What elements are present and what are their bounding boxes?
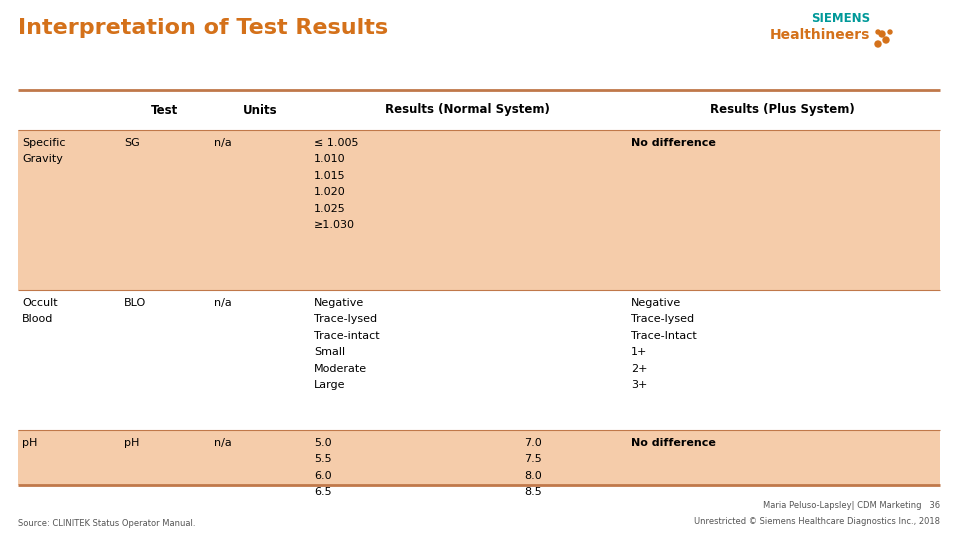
Text: SG: SG bbox=[124, 138, 140, 148]
Text: Occult
Blood: Occult Blood bbox=[22, 298, 57, 325]
Text: SIEMENS: SIEMENS bbox=[810, 12, 870, 25]
Text: Unrestricted © Siemens Healthcare Diagnostics Inc., 2018: Unrestricted © Siemens Healthcare Diagno… bbox=[694, 517, 940, 526]
Circle shape bbox=[888, 30, 892, 34]
Circle shape bbox=[876, 30, 880, 34]
Text: n/a: n/a bbox=[214, 138, 232, 148]
Text: Healthineers: Healthineers bbox=[769, 28, 870, 42]
Text: Maria Peluso-Lapsley| CDM Marketing   36: Maria Peluso-Lapsley| CDM Marketing 36 bbox=[763, 501, 940, 510]
Text: pH: pH bbox=[124, 438, 139, 448]
Text: Negative
Trace-lysed
Trace-Intact
1+
2+
3+: Negative Trace-lysed Trace-Intact 1+ 2+ … bbox=[631, 298, 696, 390]
Bar bbox=[18, 430, 940, 485]
Circle shape bbox=[875, 41, 881, 47]
Text: Units: Units bbox=[242, 104, 277, 117]
Text: ≤ 1.005
1.010
1.015
1.020
1.025
≥1.030: ≤ 1.005 1.010 1.015 1.020 1.025 ≥1.030 bbox=[314, 138, 358, 230]
Text: Test: Test bbox=[151, 104, 178, 117]
Text: n/a: n/a bbox=[214, 298, 232, 308]
Text: Negative
Trace-lysed
Trace-intact
Small
Moderate
Large: Negative Trace-lysed Trace-intact Small … bbox=[314, 298, 379, 390]
Text: Results (Normal System): Results (Normal System) bbox=[385, 104, 550, 117]
Text: No difference: No difference bbox=[631, 138, 716, 148]
Text: n/a: n/a bbox=[214, 438, 232, 448]
Text: Interpretation of Test Results: Interpretation of Test Results bbox=[18, 18, 388, 38]
Text: BLO: BLO bbox=[124, 298, 147, 308]
Text: pH: pH bbox=[22, 438, 37, 448]
Circle shape bbox=[883, 37, 889, 43]
Text: Specific
Gravity: Specific Gravity bbox=[22, 138, 65, 164]
Bar bbox=[18, 290, 940, 430]
Text: Source: CLINITEK Status Operator Manual.: Source: CLINITEK Status Operator Manual. bbox=[18, 519, 195, 528]
Text: 7.0
7.5
8.0
8.5: 7.0 7.5 8.0 8.5 bbox=[524, 438, 542, 497]
Circle shape bbox=[879, 31, 885, 37]
Text: Results (Plus System): Results (Plus System) bbox=[710, 104, 855, 117]
Bar bbox=[18, 130, 940, 290]
Text: No difference: No difference bbox=[631, 438, 716, 448]
Text: 5.0
5.5
6.0
6.5: 5.0 5.5 6.0 6.5 bbox=[314, 438, 331, 497]
